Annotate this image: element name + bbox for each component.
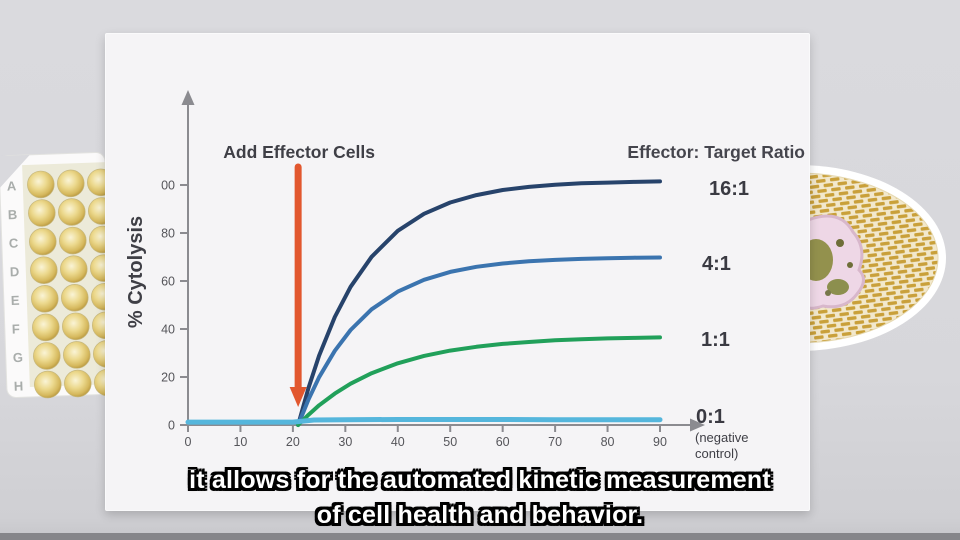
well [31, 285, 59, 313]
well [64, 369, 92, 398]
legend-title: Effector: Target Ratio [627, 142, 805, 162]
y-tick-label: 60 [161, 275, 175, 289]
well [59, 226, 87, 255]
svg-text:G: G [13, 350, 24, 365]
x-tick-label: 50 [443, 435, 457, 449]
well [28, 199, 56, 227]
svg-text:A: A [7, 178, 18, 193]
y-axis-title: % Cytolysis [125, 216, 147, 328]
subtitle-line-2: of cell health and behavior. [316, 501, 644, 529]
data-curves [185, 179, 663, 427]
well [29, 227, 57, 256]
legend-label: 4:1 [702, 253, 731, 275]
well [57, 169, 85, 198]
well [62, 312, 90, 341]
well [63, 341, 91, 369]
y-tick-label: 0 [168, 419, 175, 433]
y-tick-label: 00 [161, 179, 175, 193]
x-tick-label: 80 [601, 435, 615, 449]
well [34, 370, 62, 399]
series-curve-0-1 [185, 417, 663, 425]
y-tick-label: 80 [161, 227, 175, 241]
chart-panel: 0 20 40 60 80 00 0 10 20 30 40 50 60 70 80 90 Add Effe… [105, 33, 810, 511]
x-tick-label: 60 [496, 435, 510, 449]
cytolysis-chart: 0 20 40 60 80 00 0 10 20 30 40 50 60 70 80 90 Add Effe… [125, 90, 805, 461]
svg-text:H: H [14, 378, 24, 393]
x-tick-label: 40 [391, 435, 405, 449]
svg-text:F: F [12, 321, 21, 336]
x-tick-label: 70 [548, 435, 562, 449]
x-axis-ticks: 0 10 20 30 40 50 60 70 80 90 [185, 425, 667, 449]
legend-label: 1:1 [701, 329, 730, 351]
x-tick-label: 0 [185, 435, 192, 449]
x-tick-label: 10 [233, 435, 247, 449]
x-tick-label: 30 [338, 435, 352, 449]
well [60, 255, 88, 283]
series-curve-1-1 [296, 335, 662, 427]
well [32, 313, 60, 342]
y-axis-arrowhead-icon [181, 90, 195, 105]
svg-text:D: D [10, 264, 20, 279]
series-curve-4-1 [296, 255, 662, 427]
electrode-array-image [806, 165, 946, 351]
marker-arrowhead-icon [289, 387, 307, 407]
well [27, 170, 55, 199]
y-tick-label: 40 [161, 323, 175, 337]
well [61, 284, 89, 312]
legend-sublabel: control) [695, 446, 738, 461]
legend-label: 16:1 [709, 178, 749, 200]
subtitle-overlay: it allows for the automated kinetic meas… [0, 463, 960, 533]
svg-text:E: E [11, 293, 21, 308]
legend-sublabel: (negative [695, 430, 748, 445]
x-tick-label: 90 [653, 435, 667, 449]
y-tick-label: 20 [161, 371, 175, 385]
letterbox-bar [0, 533, 960, 540]
y-axis-ticks: 0 20 40 60 80 00 [161, 179, 188, 433]
event-marker-arrow: Add Effector Cells [223, 142, 375, 407]
svg-text:C: C [9, 235, 20, 250]
well [58, 198, 86, 226]
svg-text:B: B [8, 207, 18, 222]
well [33, 342, 61, 370]
legend-label: 0:1 [696, 406, 725, 428]
well [30, 256, 58, 284]
series-curve-16-1 [296, 179, 662, 427]
x-tick-label: 20 [286, 435, 300, 449]
event-annotation: Add Effector Cells [223, 142, 375, 162]
subtitle-line-1: it allows for the automated kinetic meas… [189, 466, 771, 494]
x-axis-arrowhead-icon [690, 418, 705, 432]
